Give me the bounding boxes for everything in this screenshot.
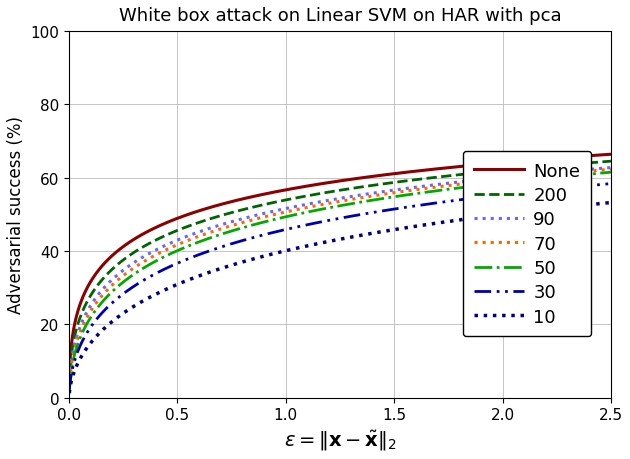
70 xyxy=(591,168,598,174)
200 xyxy=(329,189,336,195)
50 xyxy=(93,306,101,312)
50 xyxy=(592,171,599,177)
30 xyxy=(592,183,599,188)
10 xyxy=(591,202,598,207)
30 xyxy=(329,218,336,223)
10 xyxy=(314,241,322,247)
70 xyxy=(329,201,336,206)
50 xyxy=(329,205,336,210)
200 xyxy=(591,160,598,166)
90 xyxy=(607,165,615,171)
50 xyxy=(66,386,73,392)
None xyxy=(329,180,336,185)
90 xyxy=(591,167,598,172)
90 xyxy=(93,294,101,299)
30 xyxy=(93,316,101,322)
90 xyxy=(314,200,322,206)
50 xyxy=(314,207,322,213)
90 xyxy=(492,176,500,181)
Line: 90: 90 xyxy=(69,168,611,386)
Legend: None, 200, 90, 70, 50, 30, 10: None, 200, 90, 70, 50, 30, 10 xyxy=(463,151,591,337)
Title: White box attack on Linear SVM on HAR with pca: White box attack on Linear SVM on HAR wi… xyxy=(118,7,561,25)
70 xyxy=(592,168,599,174)
None xyxy=(314,182,322,188)
Line: 30: 30 xyxy=(69,184,611,391)
30 xyxy=(492,193,500,199)
70 xyxy=(607,167,615,173)
70 xyxy=(492,178,500,184)
10 xyxy=(492,213,500,218)
10 xyxy=(592,202,599,207)
Line: 70: 70 xyxy=(69,170,611,388)
70 xyxy=(66,385,73,391)
200 xyxy=(93,284,101,289)
None xyxy=(93,270,101,275)
90 xyxy=(66,383,73,389)
None xyxy=(591,153,598,159)
30 xyxy=(591,183,598,188)
70 xyxy=(314,203,322,208)
50 xyxy=(607,170,615,175)
10 xyxy=(607,200,615,206)
10 xyxy=(93,333,101,339)
None xyxy=(607,152,615,157)
90 xyxy=(329,197,336,203)
Line: 10: 10 xyxy=(69,203,611,393)
Line: None: None xyxy=(69,155,611,378)
10 xyxy=(66,391,73,396)
X-axis label: $\epsilon = \|\mathbf{x} - \tilde{\mathbf{x}}\|_2$: $\epsilon = \|\mathbf{x} - \tilde{\mathb… xyxy=(284,428,396,452)
200 xyxy=(492,169,500,174)
30 xyxy=(314,220,322,226)
200 xyxy=(592,160,599,166)
200 xyxy=(607,159,615,165)
30 xyxy=(607,181,615,187)
Y-axis label: Adversarial success (%): Adversarial success (%) xyxy=(7,116,25,313)
None xyxy=(66,375,73,381)
None xyxy=(492,161,500,167)
50 xyxy=(492,181,500,187)
90 xyxy=(592,167,599,172)
Line: 50: 50 xyxy=(69,173,611,389)
200 xyxy=(314,192,322,197)
30 xyxy=(66,388,73,394)
70 xyxy=(93,300,101,305)
None xyxy=(592,153,599,159)
200 xyxy=(66,380,73,386)
10 xyxy=(329,238,336,244)
50 xyxy=(591,172,598,177)
Line: 200: 200 xyxy=(69,162,611,383)
